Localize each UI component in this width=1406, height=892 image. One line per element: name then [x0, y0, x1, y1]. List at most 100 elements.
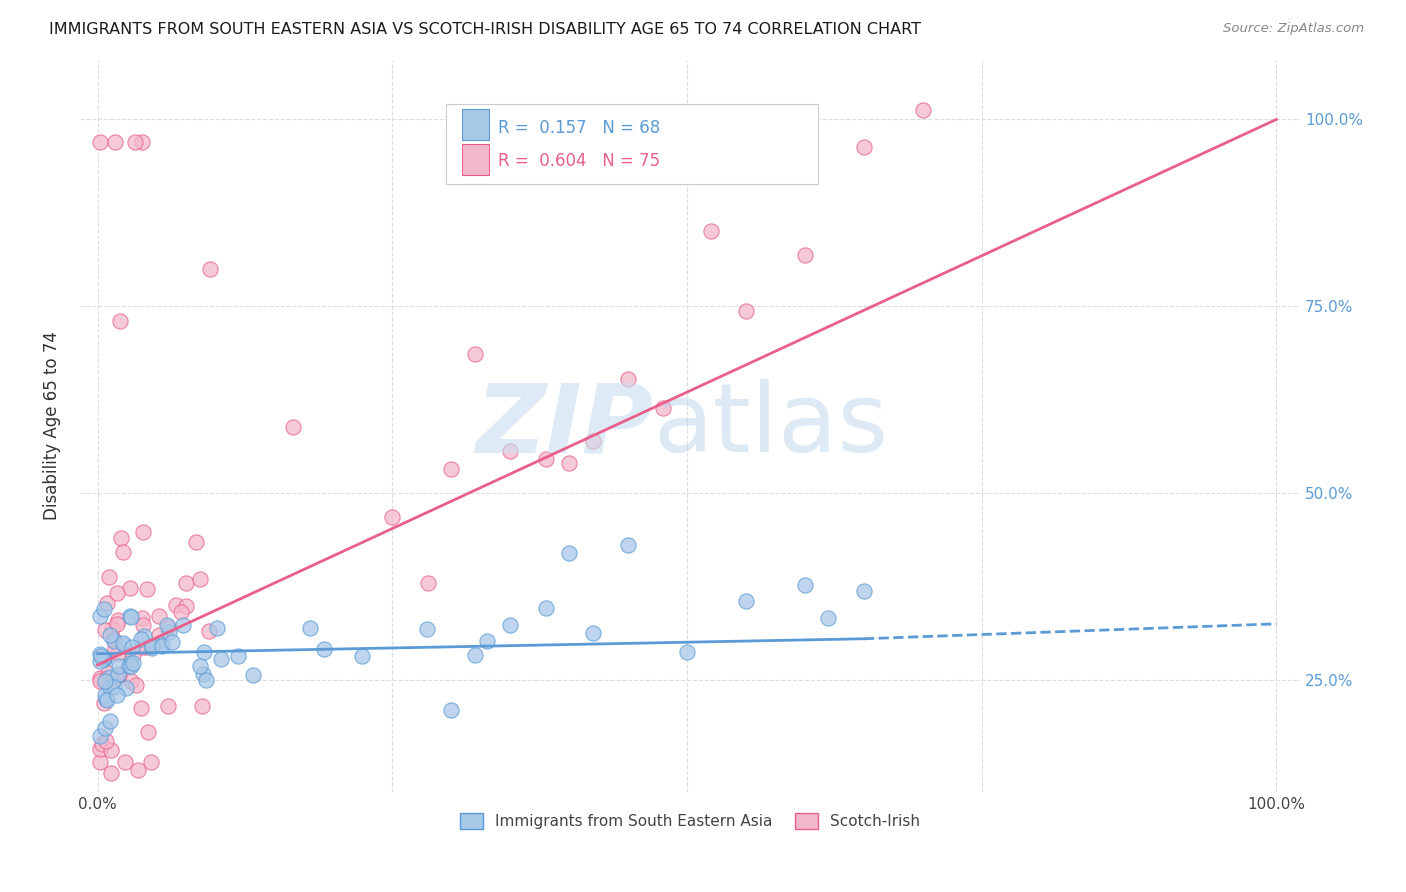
Scotch-Irish — [90, 737, 112, 751]
Text: ZIP: ZIP — [475, 379, 654, 472]
Legend: Immigrants from South Eastern Asia, Scotch-Irish: Immigrants from South Eastern Asia, Scot… — [454, 807, 927, 836]
Scotch-Irish — [96, 596, 118, 610]
Immigrants from South Eastern Asia — [793, 578, 815, 592]
Scotch-Irish — [111, 544, 134, 558]
Immigrants from South Eastern Asia — [114, 681, 136, 695]
Immigrants from South Eastern Asia — [157, 624, 180, 639]
Immigrants from South Eastern Asia — [852, 583, 875, 598]
Immigrants from South Eastern Asia — [105, 688, 128, 702]
Immigrants from South Eastern Asia — [93, 602, 115, 616]
Immigrants from South Eastern Asia — [141, 639, 163, 653]
Text: R =  0.157   N = 68: R = 0.157 N = 68 — [498, 119, 661, 136]
Immigrants from South Eastern Asia — [112, 636, 135, 650]
Text: Source: ZipAtlas.com: Source: ZipAtlas.com — [1223, 22, 1364, 36]
Scotch-Irish — [93, 696, 115, 710]
Scotch-Irish — [699, 224, 721, 238]
Immigrants from South Eastern Asia — [100, 670, 122, 684]
Scotch-Irish — [464, 347, 486, 361]
Immigrants from South Eastern Asia — [120, 659, 142, 673]
Immigrants from South Eastern Asia — [121, 656, 143, 670]
Scotch-Irish — [131, 640, 153, 654]
Scotch-Irish — [534, 452, 557, 467]
Immigrants from South Eastern Asia — [242, 668, 264, 682]
Scotch-Irish — [198, 261, 221, 276]
Scotch-Irish — [141, 755, 163, 769]
Scotch-Irish — [127, 763, 149, 777]
Scotch-Irish — [89, 673, 111, 688]
Bar — [461, 110, 489, 140]
Scotch-Irish — [100, 622, 122, 636]
Immigrants from South Eastern Asia — [120, 610, 142, 624]
Scotch-Irish — [124, 135, 146, 149]
Scotch-Irish — [281, 420, 304, 434]
Scotch-Irish — [114, 755, 136, 769]
Immigrants from South Eastern Asia — [93, 652, 115, 666]
Scotch-Irish — [198, 624, 221, 638]
Immigrants from South Eastern Asia — [94, 673, 117, 688]
Immigrants from South Eastern Asia — [558, 546, 581, 560]
Scotch-Irish — [440, 461, 463, 475]
Immigrants from South Eastern Asia — [93, 652, 115, 666]
Immigrants from South Eastern Asia — [211, 651, 233, 665]
Scotch-Irish — [105, 617, 128, 632]
Scotch-Irish — [100, 742, 122, 756]
Immigrants from South Eastern Asia — [103, 634, 125, 648]
Scotch-Irish — [94, 675, 117, 690]
Immigrants from South Eastern Asia — [735, 594, 758, 608]
Scotch-Irish — [132, 524, 155, 539]
Immigrants from South Eastern Asia — [98, 680, 121, 694]
Scotch-Irish — [94, 733, 117, 747]
Scotch-Irish — [136, 582, 159, 597]
Y-axis label: Disability Age 65 to 74: Disability Age 65 to 74 — [44, 331, 60, 520]
Scotch-Irish — [184, 535, 207, 549]
Scotch-Irish — [105, 671, 128, 685]
Scotch-Irish — [125, 678, 148, 692]
Immigrants from South Eastern Asia — [617, 538, 640, 552]
Scotch-Irish — [97, 665, 120, 680]
Immigrants from South Eastern Asia — [352, 649, 374, 664]
Scotch-Irish — [499, 444, 522, 458]
Immigrants from South Eastern Asia — [118, 608, 141, 623]
Scotch-Irish — [89, 755, 111, 769]
Scotch-Irish — [169, 605, 191, 619]
Text: IMMIGRANTS FROM SOUTH EASTERN ASIA VS SCOTCH-IRISH DISABILITY AGE 65 TO 74 CORRE: IMMIGRANTS FROM SOUTH EASTERN ASIA VS SC… — [49, 22, 921, 37]
Immigrants from South Eastern Asia — [188, 658, 211, 673]
Immigrants from South Eastern Asia — [118, 659, 141, 673]
Scotch-Irish — [97, 569, 120, 583]
Immigrants from South Eastern Asia — [475, 634, 498, 648]
Immigrants from South Eastern Asia — [120, 657, 142, 671]
Scotch-Irish — [148, 628, 170, 642]
Scotch-Irish — [135, 640, 157, 655]
Scotch-Irish — [191, 699, 214, 714]
Scotch-Irish — [148, 608, 170, 623]
Immigrants from South Eastern Asia — [534, 600, 557, 615]
Immigrants from South Eastern Asia — [676, 645, 699, 659]
Scotch-Irish — [122, 648, 145, 662]
Scotch-Irish — [852, 140, 875, 154]
Scotch-Irish — [165, 598, 187, 612]
Scotch-Irish — [104, 640, 127, 655]
Immigrants from South Eastern Asia — [98, 628, 121, 642]
Scotch-Irish — [416, 576, 439, 591]
Immigrants from South Eastern Asia — [112, 638, 135, 652]
Immigrants from South Eastern Asia — [312, 642, 335, 657]
Scotch-Irish — [188, 572, 211, 586]
Immigrants from South Eastern Asia — [98, 714, 121, 728]
Scotch-Irish — [89, 671, 111, 685]
Immigrants from South Eastern Asia — [149, 638, 172, 652]
Immigrants from South Eastern Asia — [134, 629, 156, 643]
Immigrants from South Eastern Asia — [160, 634, 183, 648]
Scotch-Irish — [174, 575, 197, 590]
Immigrants from South Eastern Asia — [89, 654, 111, 668]
Scotch-Irish — [100, 766, 122, 780]
Scotch-Irish — [96, 671, 118, 685]
Scotch-Irish — [157, 698, 180, 713]
Immigrants from South Eastern Asia — [156, 618, 179, 632]
Scotch-Irish — [110, 314, 132, 328]
Immigrants from South Eastern Asia — [90, 649, 112, 664]
Scotch-Irish — [107, 646, 129, 660]
Immigrants from South Eastern Asia — [89, 729, 111, 743]
Scotch-Irish — [911, 103, 934, 117]
Scotch-Irish — [110, 531, 132, 545]
Scotch-Irish — [103, 633, 125, 648]
